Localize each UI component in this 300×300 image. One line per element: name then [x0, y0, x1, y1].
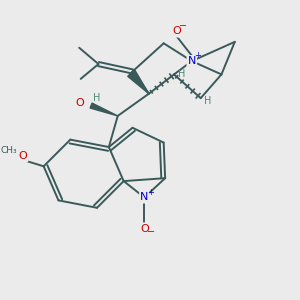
Text: H: H [204, 95, 211, 106]
Text: H: H [93, 93, 101, 103]
Text: O: O [19, 151, 27, 161]
Text: O: O [75, 98, 84, 108]
Text: N: N [188, 56, 196, 66]
Text: N: N [140, 192, 148, 203]
Polygon shape [130, 70, 149, 94]
Text: +: + [194, 51, 201, 60]
Text: O: O [172, 26, 182, 37]
Text: +: + [148, 188, 154, 197]
Polygon shape [128, 73, 149, 94]
Polygon shape [90, 103, 118, 116]
Text: H: H [178, 69, 186, 79]
Text: −: − [147, 227, 155, 237]
Text: −: − [179, 21, 188, 31]
Text: CH₃: CH₃ [0, 146, 17, 154]
Text: O: O [140, 224, 149, 233]
